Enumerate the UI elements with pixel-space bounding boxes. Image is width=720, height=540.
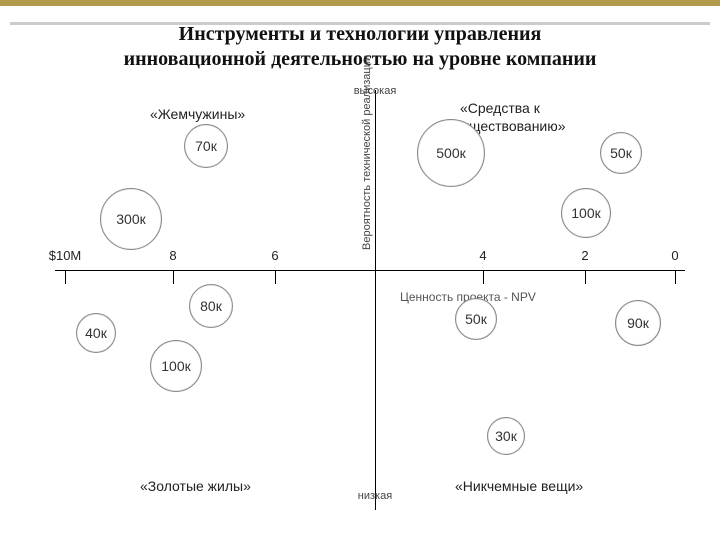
x-tick (483, 270, 484, 284)
quadrant-label: «Средства к (460, 100, 540, 116)
x-axis (55, 270, 685, 271)
quadrant-label: «Никчемные вещи» (455, 478, 583, 494)
y-end-low: низкая (358, 490, 392, 502)
bubble: 30к (487, 417, 525, 455)
top-accent (0, 0, 720, 18)
bubble: 100к (561, 188, 611, 238)
bubble: 40к (76, 313, 116, 353)
x-tick (65, 270, 66, 284)
x-tick-label: 6 (271, 248, 278, 263)
quadrant-label: «Золотые жилы» (140, 478, 251, 494)
bubble: 80к (189, 284, 233, 328)
bubble: 100к (150, 340, 202, 392)
y-axis (375, 90, 376, 510)
bubble: 70к (184, 124, 228, 168)
bubble-chart: $10M86420Ценность проекта - NPVВероятнос… (55, 90, 685, 510)
title-line-1: Инструменты и технологии управления (179, 23, 542, 45)
page-title: Инструменты и технологии управления инно… (0, 22, 720, 72)
quadrant-label: «Жемчужины» (150, 106, 245, 122)
accent-bar (0, 0, 720, 6)
x-tick (585, 270, 586, 284)
bubble: 50к (455, 298, 497, 340)
bubble: 50к (600, 132, 642, 174)
bubble: 500к (417, 119, 485, 187)
x-tick-label: 4 (479, 248, 486, 263)
bubble: 300к (100, 188, 162, 250)
y-end-high: высокая (354, 85, 397, 97)
x-tick-label: 8 (169, 248, 176, 263)
bubble: 90к (615, 300, 661, 346)
x-tick (173, 270, 174, 284)
x-tick-label: 0 (671, 248, 678, 263)
x-tick-label: 2 (581, 248, 588, 263)
x-tick (275, 270, 276, 284)
title-line-2: инновационной деятельностью на уровне ко… (124, 48, 597, 70)
x-tick-label: $10M (49, 248, 82, 263)
x-tick (675, 270, 676, 284)
